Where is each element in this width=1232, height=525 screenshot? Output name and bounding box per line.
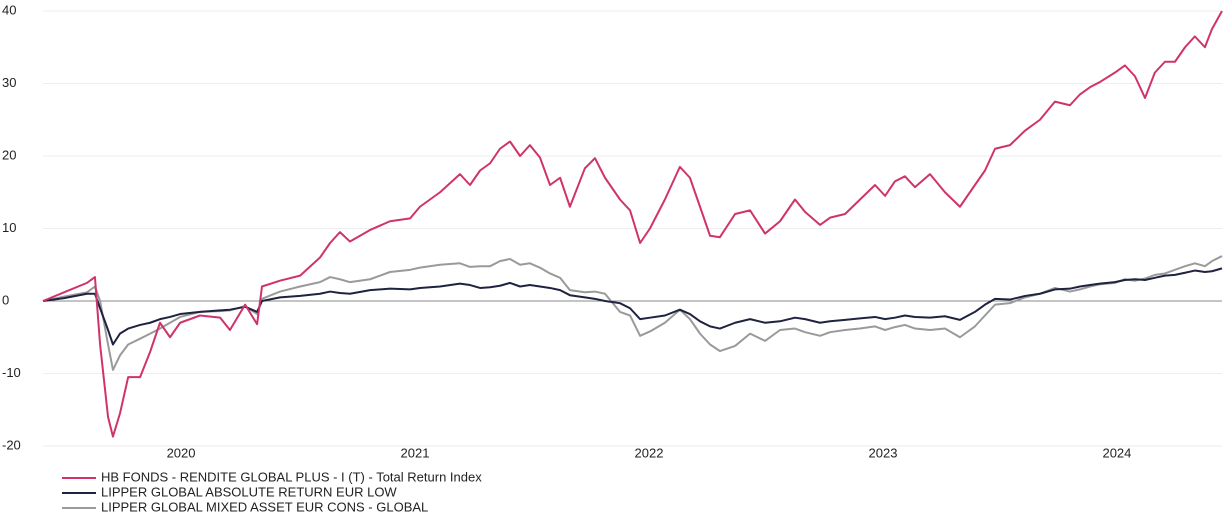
y-tick-label: 0 — [2, 292, 9, 307]
y-tick-label: -20 — [2, 437, 21, 452]
x-tick-label: 2024 — [1102, 445, 1131, 460]
x-tick-label: 2022 — [635, 445, 664, 460]
series-line — [42, 10, 1223, 438]
x-tick-label: 2023 — [869, 445, 898, 460]
y-tick-label: -10 — [2, 365, 21, 380]
legend-label: LIPPER GLOBAL MIXED ASSET EUR CONS - GLO… — [101, 499, 428, 514]
y-tick-label: 40 — [2, 2, 16, 17]
legend-label: HB FONDS - RENDITE GLOBAL PLUS - I (T) -… — [101, 469, 482, 484]
series-line — [42, 255, 1223, 371]
y-tick-label: 10 — [2, 220, 16, 235]
x-tick-label: 2020 — [167, 445, 196, 460]
series-line — [42, 267, 1223, 346]
legend-label: LIPPER GLOBAL ABSOLUTE RETURN EUR LOW — [101, 484, 397, 499]
x-tick-label: 2021 — [401, 445, 430, 460]
y-tick-label: 30 — [2, 75, 16, 90]
y-tick-label: 20 — [2, 147, 16, 162]
